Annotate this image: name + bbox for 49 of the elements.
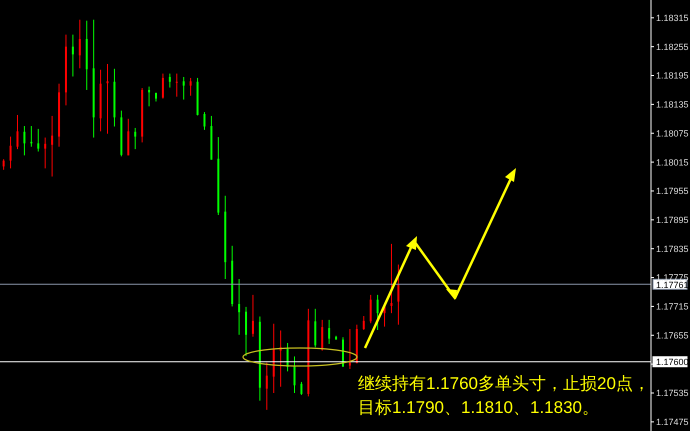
candlestick bbox=[182, 76, 185, 100]
candlestick bbox=[321, 319, 324, 352]
ref-line-label: 1.17600 bbox=[656, 357, 689, 368]
candlestick bbox=[300, 381, 302, 396]
candlestick bbox=[252, 294, 254, 338]
y-tick-label: 1.17655 bbox=[656, 330, 689, 340]
candlestick bbox=[176, 73, 178, 98]
y-tick-label: 1.18015 bbox=[656, 157, 689, 168]
y-tick-label: 1.17535 bbox=[656, 388, 689, 398]
candlestick bbox=[294, 356, 296, 394]
ref-line-label: 1.17761 bbox=[656, 280, 689, 290]
candlestick bbox=[190, 77, 192, 96]
candlestick bbox=[397, 264, 400, 326]
y-tick-label: 1.17955 bbox=[656, 186, 689, 196]
candlestick bbox=[10, 136, 12, 169]
candlestick bbox=[72, 34, 74, 77]
candlestick bbox=[16, 114, 18, 150]
candlestick bbox=[168, 73, 171, 88]
candlestick bbox=[30, 126, 32, 148]
candlestick bbox=[44, 137, 46, 169]
candlestick bbox=[245, 306, 248, 356]
y-tick-label: 1.18255 bbox=[656, 42, 689, 52]
candlestick bbox=[203, 112, 206, 130]
candlestick bbox=[23, 126, 26, 156]
candlestick bbox=[162, 73, 164, 100]
candlestick bbox=[37, 128, 40, 152]
y-tick-label: 1.17475 bbox=[656, 417, 689, 428]
candlestick bbox=[78, 19, 81, 69]
candlestick bbox=[266, 362, 268, 410]
candlestick bbox=[51, 115, 54, 178]
y-tick-label: 1.18075 bbox=[656, 128, 689, 138]
y-tick-label: 1.18195 bbox=[656, 70, 689, 81]
y-tick-label: 1.17835 bbox=[656, 244, 689, 254]
candlestick bbox=[362, 316, 365, 330]
annotation: 继续持有1.1760多单头寸，止损20点， bbox=[358, 373, 650, 395]
annotation: 目标1.1790、1.1810、1.1830。 bbox=[358, 397, 600, 419]
candlestick bbox=[134, 127, 136, 150]
y-tick-label: 1.18135 bbox=[656, 100, 689, 110]
y-tick-label: 1.18315 bbox=[656, 12, 689, 23]
y-tick-label: 1.17895 bbox=[656, 215, 689, 226]
candlestick bbox=[238, 278, 240, 336]
candlestick bbox=[370, 294, 372, 324]
candlestick bbox=[2, 158, 5, 170]
candlestick bbox=[328, 319, 330, 344]
candlestick bbox=[376, 294, 379, 330]
candlestick bbox=[390, 243, 392, 314]
candlestick bbox=[348, 328, 351, 370]
candlestick bbox=[148, 86, 150, 107]
y-tick-label: 1.17715 bbox=[656, 302, 689, 312]
